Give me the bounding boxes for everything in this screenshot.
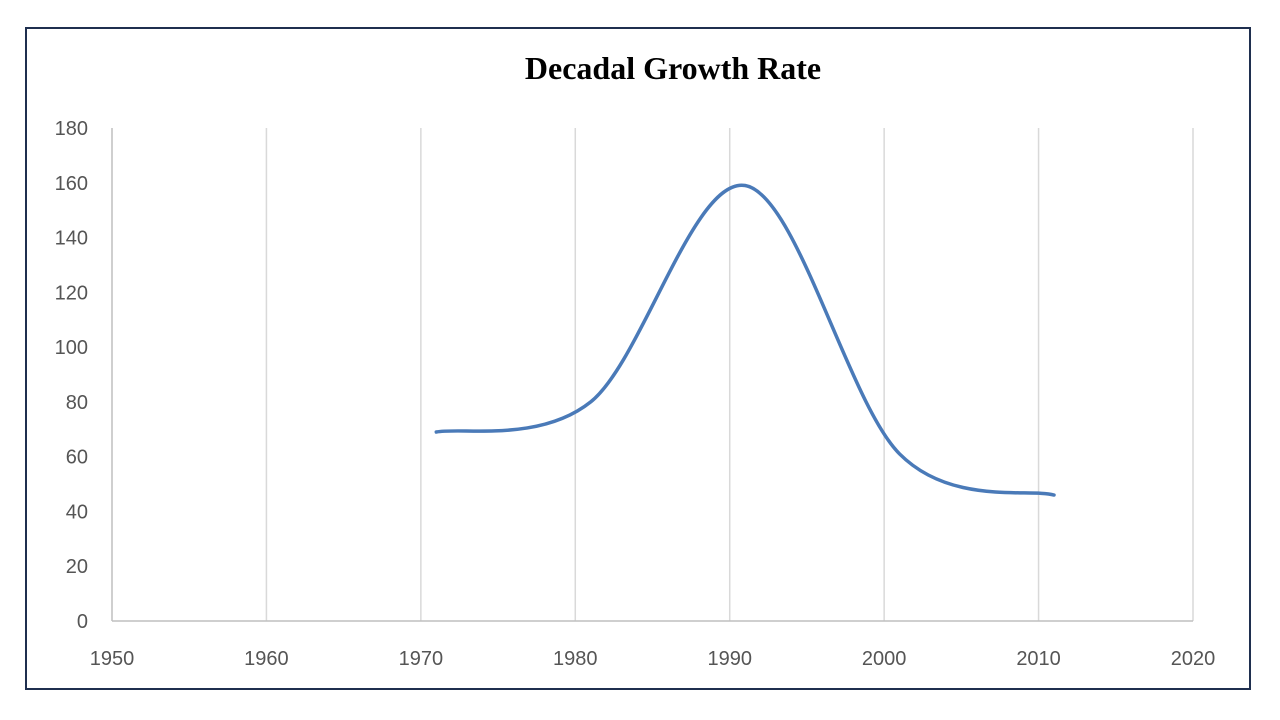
x-tick-label: 1960: [244, 648, 289, 670]
x-tick-label: 1950: [90, 648, 135, 670]
y-tick-label: 20: [66, 556, 88, 578]
y-tick-label: 40: [66, 501, 88, 523]
y-tick-label: 140: [55, 228, 88, 250]
x-tick-label: 2000: [862, 648, 907, 670]
y-tick-label: 100: [55, 337, 88, 359]
chart-frame: [25, 27, 1251, 690]
y-tick-label: 80: [66, 392, 88, 414]
gridlines: [111, 128, 1194, 621]
x-tick-label: 1980: [553, 648, 598, 670]
y-tick-label: 0: [77, 611, 88, 633]
y-tick-label: 120: [55, 282, 88, 304]
x-tick-label: 2020: [1171, 648, 1216, 670]
y-tick-label: 160: [55, 173, 88, 195]
y-tick-label: 60: [66, 447, 88, 469]
chart-title: Decadal Growth Rate: [524, 50, 822, 86]
x-tick-label: 2010: [1016, 648, 1061, 670]
tick-labels: 1950 1960 1970 1980 1990 2000 2010 2020 0 20 40 60 8…: [55, 118, 1216, 670]
series-line-0: [434, 183, 1056, 497]
y-tick-label: 180: [55, 118, 88, 140]
x-tick-label: 1990: [707, 648, 752, 670]
series: [434, 183, 1056, 497]
x-tick-label: 1970: [399, 648, 444, 670]
